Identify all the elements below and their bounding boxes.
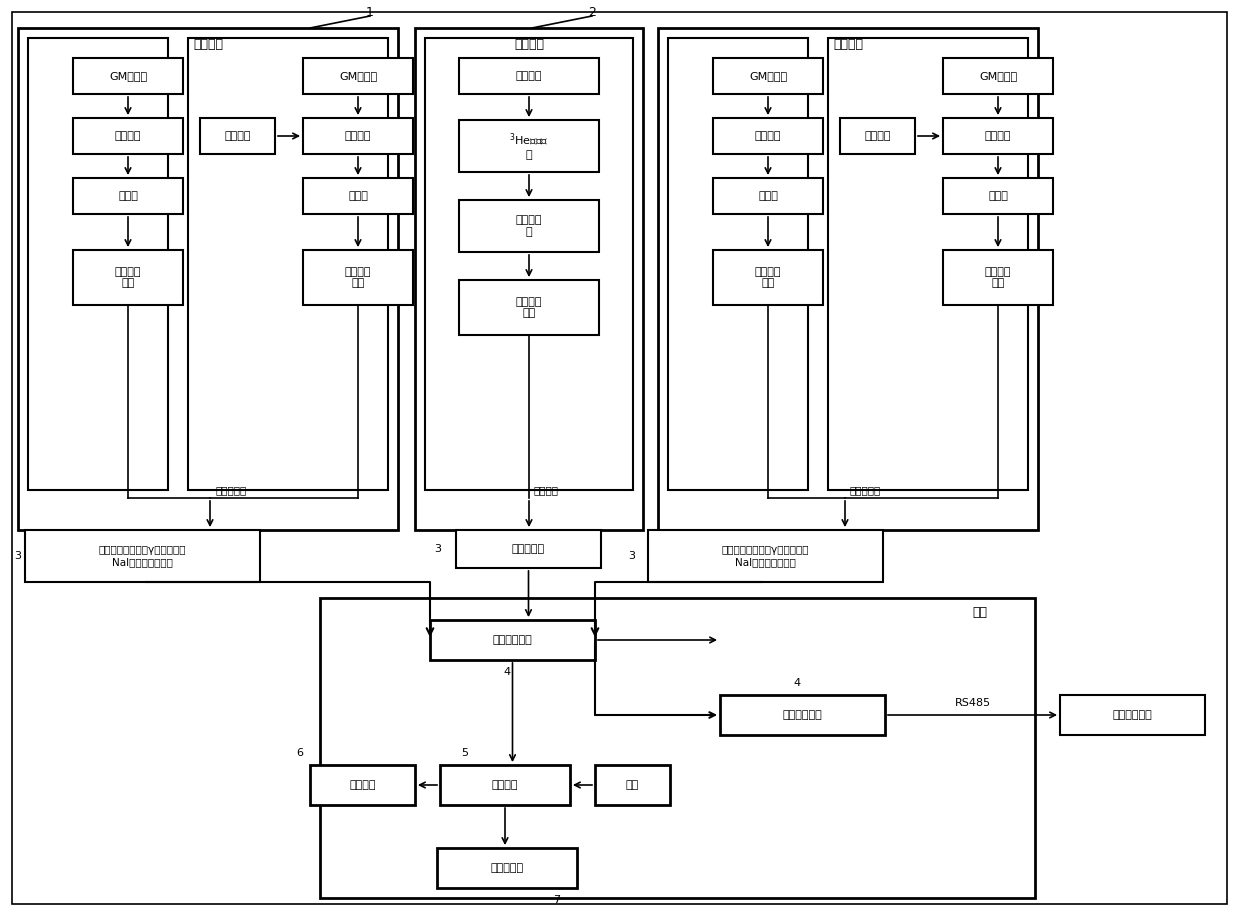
Bar bbox=[19, 28, 398, 530]
Text: 声光报警器: 声光报警器 bbox=[491, 863, 524, 873]
Text: 探头通讯电路: 探头通讯电路 bbox=[783, 710, 823, 720]
Bar bbox=[304, 178, 413, 214]
Text: 信号处理器: 信号处理器 bbox=[512, 544, 545, 554]
Text: 放大器: 放大器 bbox=[987, 191, 1009, 201]
Text: 信号处理器（判别γ剂量串选取
NaI或半导体信号）: 信号处理器（判别γ剂量串选取 NaI或半导体信号） bbox=[99, 545, 186, 567]
Text: 脉冲输出／: 脉冲输出／ bbox=[850, 485, 881, 495]
Bar bbox=[199, 118, 275, 154]
Bar bbox=[658, 28, 1038, 530]
Text: 脉冲输出: 脉冲输出 bbox=[534, 485, 559, 495]
Bar bbox=[720, 695, 885, 735]
Bar bbox=[73, 118, 183, 154]
Bar bbox=[440, 765, 570, 805]
Bar bbox=[840, 118, 914, 154]
Text: 鉴别整型
电路: 鉴别整型 电路 bbox=[115, 267, 141, 289]
Text: $^{3}$He中子探
头: $^{3}$He中子探 头 bbox=[509, 132, 549, 160]
Bar bbox=[1061, 695, 1206, 735]
Bar bbox=[712, 250, 823, 305]
Text: RS485: RS485 bbox=[954, 698, 990, 708]
Text: 伽马探头: 伽马探头 bbox=[833, 38, 864, 50]
Text: 中子探头: 中子探头 bbox=[514, 38, 544, 50]
Bar bbox=[943, 118, 1053, 154]
Text: GM探测器: GM探测器 bbox=[109, 71, 147, 81]
Bar bbox=[712, 58, 823, 94]
Bar bbox=[73, 58, 183, 94]
Text: 中子慢化: 中子慢化 bbox=[515, 71, 543, 81]
Bar bbox=[458, 280, 598, 335]
Bar bbox=[73, 250, 183, 305]
Bar bbox=[456, 530, 601, 568]
Bar bbox=[943, 178, 1053, 214]
Text: 2: 2 bbox=[589, 5, 596, 18]
Text: 鉴别整型
电路: 鉴别整型 电路 bbox=[344, 267, 372, 289]
Text: 放大电路: 放大电路 bbox=[115, 131, 141, 141]
Text: 3: 3 bbox=[15, 551, 21, 561]
Bar bbox=[668, 38, 808, 490]
Text: 显示电路: 显示电路 bbox=[349, 780, 375, 790]
Text: 信号处理器（判别γ剂量串选取
NaI或半导体信号）: 信号处理器（判别γ剂量串选取 NaI或半导体信号） bbox=[722, 545, 809, 567]
Text: 鉴别整型
电路: 鉴别整型 电路 bbox=[985, 267, 1011, 289]
Text: 4: 4 bbox=[794, 678, 802, 688]
Text: 主机: 主机 bbox=[973, 605, 987, 618]
Text: 6: 6 bbox=[296, 748, 304, 758]
Text: 高压电源: 高压电源 bbox=[224, 131, 250, 141]
Bar bbox=[188, 38, 388, 490]
Text: 3: 3 bbox=[628, 551, 636, 561]
Bar bbox=[595, 765, 670, 805]
Bar bbox=[430, 620, 595, 660]
Bar bbox=[73, 178, 183, 214]
Bar bbox=[437, 848, 577, 888]
Text: GM探测器: GM探测器 bbox=[339, 71, 377, 81]
Text: 高压电源: 高压电源 bbox=[865, 131, 891, 141]
Text: 前置放大
器: 前置放大 器 bbox=[515, 215, 543, 237]
Text: 7: 7 bbox=[554, 895, 560, 905]
Text: 脉冲输出／: 脉冲输出／ bbox=[216, 485, 247, 495]
Text: 控制系统软件: 控制系统软件 bbox=[1113, 710, 1152, 720]
Bar bbox=[943, 250, 1053, 305]
Bar bbox=[304, 118, 413, 154]
Text: 探头通讯电路: 探头通讯电路 bbox=[493, 635, 533, 645]
Text: GM探测器: GM探测器 bbox=[748, 71, 787, 81]
Bar bbox=[712, 178, 823, 214]
Bar bbox=[828, 38, 1028, 490]
Bar bbox=[648, 530, 883, 582]
Text: 键盘: 键盘 bbox=[626, 780, 639, 790]
Bar bbox=[320, 598, 1035, 898]
Text: 4: 4 bbox=[504, 667, 510, 677]
Text: 5: 5 bbox=[461, 748, 468, 758]
Text: GM探测器: GM探测器 bbox=[979, 71, 1017, 81]
Bar bbox=[425, 38, 633, 490]
Text: 鉴别整型
电路: 鉴别整型 电路 bbox=[515, 297, 543, 318]
Text: 伽马探头: 伽马探头 bbox=[193, 38, 223, 50]
Bar bbox=[304, 250, 413, 305]
Bar bbox=[943, 58, 1053, 94]
Text: 3: 3 bbox=[435, 544, 441, 554]
Bar bbox=[28, 38, 169, 490]
Bar bbox=[712, 118, 823, 154]
Text: 放大电路: 放大电路 bbox=[985, 131, 1011, 141]
Bar bbox=[458, 58, 598, 94]
Text: 1: 1 bbox=[366, 5, 374, 18]
Text: 放大电路: 放大电路 bbox=[755, 131, 782, 141]
Text: 微处理器: 微处理器 bbox=[492, 780, 518, 790]
Text: 放大器: 放大器 bbox=[758, 191, 778, 201]
Bar bbox=[310, 765, 415, 805]
Text: 放大器: 放大器 bbox=[348, 191, 368, 201]
Bar bbox=[304, 58, 413, 94]
Text: 放大电路: 放大电路 bbox=[344, 131, 372, 141]
Bar bbox=[25, 530, 260, 582]
Text: 放大器: 放大器 bbox=[118, 191, 138, 201]
Bar bbox=[415, 28, 643, 530]
Bar bbox=[458, 120, 598, 172]
Text: 鉴别整型
电路: 鉴别整型 电路 bbox=[755, 267, 782, 289]
Bar bbox=[458, 200, 598, 252]
